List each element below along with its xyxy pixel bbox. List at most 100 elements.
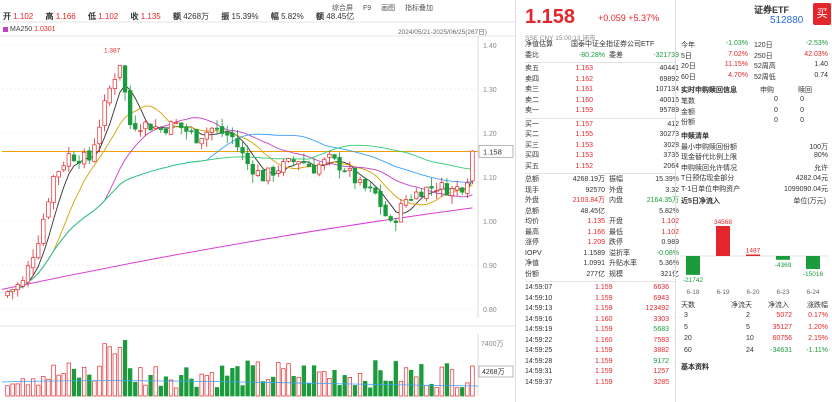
tick-time: 14:59:13 <box>525 305 553 312</box>
candle-body <box>271 166 276 176</box>
volume-bar <box>92 380 97 397</box>
volume-bar <box>240 385 245 397</box>
apply-value: 80% <box>813 152 828 159</box>
candle-body <box>153 126 158 129</box>
volume-bar <box>133 382 138 397</box>
ma-line-ma10 <box>7 105 473 293</box>
volume-bar <box>291 376 296 397</box>
candle-body <box>97 126 102 145</box>
buy-button[interactable]: 买 <box>813 3 831 25</box>
ask-row-c4: 40441 <box>659 65 679 72</box>
flow-category-label: 6-23 <box>776 289 789 294</box>
tick-price: 1.159 <box>595 284 613 291</box>
subscription-label: 笔数 <box>681 98 695 105</box>
candle-body <box>255 170 261 176</box>
volume-bar <box>51 364 56 397</box>
candle-body <box>30 257 36 269</box>
change-abs: +0.059 <box>598 13 626 23</box>
stat-row-c4: 5.82% <box>659 207 679 215</box>
etf-name: 证券ETF <box>754 5 789 15</box>
ma-label: MA250 <box>10 26 33 33</box>
chart-toolbar: 综合屏 F9 画图 指标叠加 <box>332 3 441 13</box>
stat-row-c2: 1.0991 <box>583 260 605 267</box>
bid-row-c1: 买二 <box>525 131 539 138</box>
candle-body <box>15 284 20 291</box>
volume-tick-label: 7400万 <box>481 340 504 348</box>
ohlc-readout: 开 1.102 高 1.166 低 1.102 收 1.135 额 4268万 … <box>3 11 364 22</box>
volume-bar <box>76 377 82 397</box>
volume-bar <box>419 364 424 397</box>
period-change: -1.11% <box>806 346 828 354</box>
tick-volume: 7583 <box>653 336 669 344</box>
stat-row-c3: 跌停 <box>609 239 623 246</box>
volume-bar <box>10 383 15 397</box>
candle-body <box>184 126 189 132</box>
flow-bar <box>686 256 700 275</box>
candle-body <box>317 164 322 175</box>
candle-body <box>61 165 66 171</box>
perf-label-2: 52周低 <box>754 73 776 81</box>
volume-bar <box>163 376 169 397</box>
volume-bar <box>245 360 250 397</box>
period-change: 0.17% <box>808 312 828 319</box>
kline-svg[interactable]: 1.40 1.30 1.20 1.10 1.00 0.90 0.80 1.158 1.387 74… <box>0 0 515 402</box>
ma-line-ma250 <box>7 144 473 293</box>
subscription-label: 份额 <box>681 119 695 126</box>
basic-info-header: 基本资料 <box>681 364 709 371</box>
volume-bar <box>460 387 465 397</box>
volume-bar <box>204 375 209 397</box>
perf-label: 20日 <box>681 63 696 70</box>
toolbar-item-overview[interactable]: 综合屏 <box>332 5 353 12</box>
low-label: 低 <box>88 12 96 21</box>
apply-label: T-1日单位申购资产 <box>681 185 741 193</box>
stat-row-c1: 涨停 <box>525 239 539 246</box>
candle-body <box>311 165 317 174</box>
candle-body <box>322 158 327 166</box>
candle-body <box>439 182 444 190</box>
candle-body <box>398 203 404 223</box>
tick-price: 1.160 <box>595 336 613 344</box>
tick-row: 14:59:16 1.160 3303 ↑ <box>525 315 679 326</box>
volume-bar <box>20 378 26 397</box>
toolbar-item-f9[interactable]: F9 <box>362 5 372 12</box>
tick-price: 1.159 <box>595 305 613 312</box>
toolbar-item-draw[interactable]: 画图 <box>381 5 396 12</box>
volume-bar <box>296 376 301 397</box>
candle-body <box>209 127 215 133</box>
volume-bar <box>158 385 163 397</box>
candle-body <box>265 167 271 182</box>
toolbar-item-overlay[interactable]: 指标叠加 <box>405 5 434 12</box>
tick-row: 14:59:37 1.159 3285 <box>525 378 679 389</box>
date-range: 2024/05/21-2025/06/25(267日) <box>398 29 487 36</box>
last-price: 1.158 <box>525 6 576 28</box>
tick-time: 14:59:37 <box>525 378 553 386</box>
stat-row-c3: 振幅 <box>609 176 623 183</box>
order-diff-row-c4: -321739 <box>653 51 679 59</box>
stat-row-c2: 1.1589 <box>583 249 605 257</box>
candle-body <box>291 159 296 163</box>
candle-body <box>10 289 15 293</box>
bid-row-c2: 1.157 <box>575 120 593 128</box>
kline-chart[interactable]: 1.40 1.30 1.20 1.10 1.00 0.90 0.80 1.158 1.387 74… <box>0 0 515 402</box>
volume-bar <box>352 385 358 397</box>
stat-row-c2: 92570 <box>585 186 605 194</box>
volume-bar <box>439 366 444 397</box>
pct-label: 幅 <box>270 12 279 21</box>
flow-chart: -21742 6-18 34568 6-19 1487 6-20 -4369 6-23 -150… <box>680 219 829 294</box>
candle-body <box>179 122 184 129</box>
bid-row-c2: 1.153 <box>575 152 593 159</box>
candle-body <box>357 179 363 183</box>
candle-body <box>128 90 133 126</box>
period-days: 20 <box>684 335 692 342</box>
order-diff-row-c2: -80.28% <box>578 51 605 59</box>
stat-row-c4: -0.08% <box>656 249 679 257</box>
volume-bar <box>143 384 148 397</box>
bid-row-c1: 买一 <box>525 120 539 128</box>
ask-row: 卖三 1.161 107134 <box>525 85 679 96</box>
subscription-header: 实时申购赎回信息 <box>681 87 737 94</box>
volume-bar <box>378 370 383 397</box>
period-col-days: 天数 <box>681 302 695 309</box>
subscription-value-b: 0 <box>800 106 804 114</box>
volume-bar <box>383 380 388 397</box>
tick-volume: 3882 <box>653 347 669 354</box>
